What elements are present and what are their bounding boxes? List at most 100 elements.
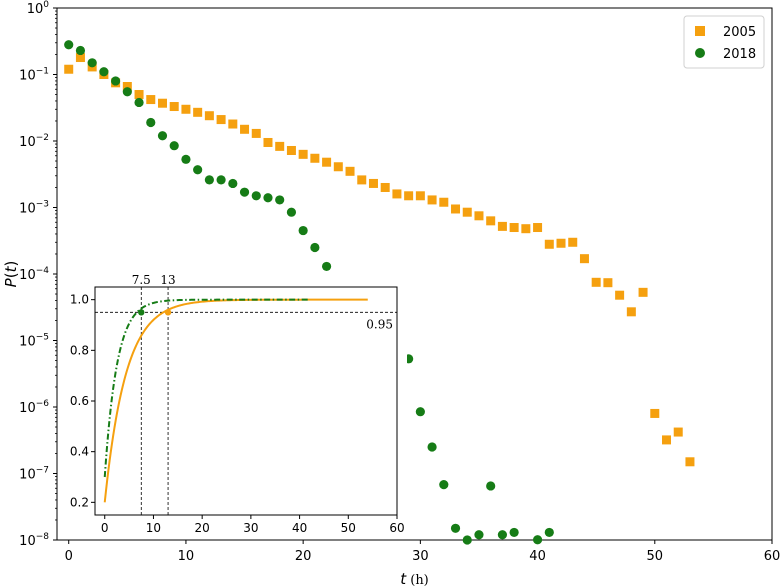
data-point-2018	[146, 117, 156, 128]
legend: 2005 2018	[683, 15, 765, 69]
x-tick-label: 20	[295, 549, 312, 564]
data-point-2005	[579, 254, 589, 264]
data-point-2018	[427, 442, 437, 452]
data-point-2005	[122, 82, 132, 92]
data-point-2005	[615, 290, 625, 300]
data-point-2018	[321, 261, 332, 272]
data-point-2005	[251, 128, 261, 138]
data-point-2005	[333, 162, 343, 172]
data-point-2005	[662, 435, 672, 445]
data-point-2018	[169, 141, 179, 151]
data-point-2005	[181, 104, 191, 114]
data-point-2018	[75, 45, 86, 56]
y-tick-label: 100	[27, 0, 50, 17]
inset-x-tick-label: 10	[146, 521, 161, 535]
data-point-2005	[404, 191, 414, 201]
data-point-2018	[310, 242, 320, 253]
data-point-2018	[439, 480, 449, 490]
data-point-2005	[310, 153, 320, 163]
data-point-2005	[169, 102, 179, 112]
y-axis-title: P(t)	[2, 261, 20, 288]
data-point-2018	[111, 76, 121, 86]
y-tick-label: 10−3	[19, 200, 49, 217]
data-point-2005	[474, 211, 484, 221]
data-point-2005	[650, 408, 660, 418]
inset-x-tick-label: 60	[389, 521, 404, 535]
y-tick-label: 10−5	[19, 333, 49, 350]
data-point-2018	[286, 207, 297, 217]
data-point-2018	[415, 407, 425, 417]
x-tick-label: 0	[65, 549, 73, 564]
inset-plot: 0 10 20 30 40 50 60 0.2 0.4 0.6 0.8 1.0 0.95 7.5 13	[65, 271, 407, 537]
y-tick-label: 10−6	[19, 399, 49, 416]
legend-label-2018: 2018	[723, 47, 756, 62]
data-point-2005	[497, 221, 507, 231]
data-point-2005	[157, 98, 167, 108]
x-tick-label: 50	[647, 549, 664, 564]
data-point-2018	[239, 187, 250, 197]
data-point-2005	[673, 427, 683, 437]
inset-y-tick-label: 0.4	[70, 445, 89, 459]
data-point-2005	[392, 189, 402, 199]
data-point-2018	[497, 530, 508, 540]
data-point-2005	[193, 107, 203, 117]
inset-x-tick-label: 40	[292, 521, 307, 535]
data-point-2018	[64, 40, 74, 50]
data-point-2005	[556, 238, 566, 248]
data-point-2005	[263, 137, 273, 147]
data-point-2005	[322, 157, 332, 167]
data-point-2005	[486, 216, 496, 226]
data-point-2005	[228, 119, 238, 129]
data-point-2005	[638, 287, 648, 297]
y-tick-label: 10−2	[19, 133, 49, 150]
data-point-2005	[509, 223, 519, 233]
data-point-2018	[298, 225, 308, 236]
inset-y-tick-label: 0.6	[70, 394, 89, 408]
inset-x-tick-label: 50	[341, 521, 356, 535]
data-point-2005	[685, 457, 695, 467]
data-point-2018	[157, 131, 168, 141]
x-tick-label: 10	[178, 549, 195, 564]
data-point-2005	[275, 141, 285, 151]
inset-x-tick-label: 20	[195, 521, 210, 535]
data-point-2018	[181, 154, 191, 164]
data-point-2018	[532, 535, 543, 545]
data-point-2005	[380, 182, 390, 192]
data-point-2018	[87, 58, 97, 68]
data-point-2005	[462, 207, 472, 217]
data-point-2005	[415, 191, 425, 201]
data-point-2018	[275, 195, 285, 205]
data-point-2018	[204, 175, 214, 185]
data-point-2005	[75, 53, 85, 63]
data-point-2018	[228, 178, 238, 189]
series-2005	[64, 53, 695, 467]
legend-marker-2018	[695, 48, 705, 58]
inset-intersection-point	[138, 309, 145, 316]
inset-x-tick-label: 30	[243, 521, 258, 535]
inset-x-tick-label: 0	[101, 521, 109, 535]
data-point-2005	[286, 145, 296, 155]
data-point-2005	[134, 90, 144, 100]
inset-intersection-point	[164, 309, 172, 316]
inset-y-tick-label: 0.8	[70, 343, 89, 357]
y-tick-label: 10−1	[19, 67, 49, 84]
data-point-2005	[439, 197, 449, 207]
data-point-2005	[357, 175, 367, 185]
data-point-2005	[626, 307, 636, 317]
data-point-2018	[486, 481, 496, 491]
data-point-2005	[568, 237, 578, 247]
inset-background	[65, 271, 407, 537]
data-point-2018	[450, 523, 461, 533]
data-point-2018	[134, 97, 144, 108]
data-point-2005	[204, 111, 214, 121]
data-point-2018	[251, 191, 261, 201]
data-point-2005	[240, 124, 250, 134]
data-point-2005	[451, 204, 461, 214]
data-point-2018	[509, 527, 519, 538]
data-point-2005	[427, 195, 437, 205]
x-tick-label: 60	[764, 549, 781, 564]
inset-reference-marker-label: 13	[160, 273, 175, 287]
data-point-2018	[263, 193, 273, 203]
inset-y-tick-label: 1.0	[70, 293, 89, 307]
legend-marker-2005	[695, 26, 705, 36]
